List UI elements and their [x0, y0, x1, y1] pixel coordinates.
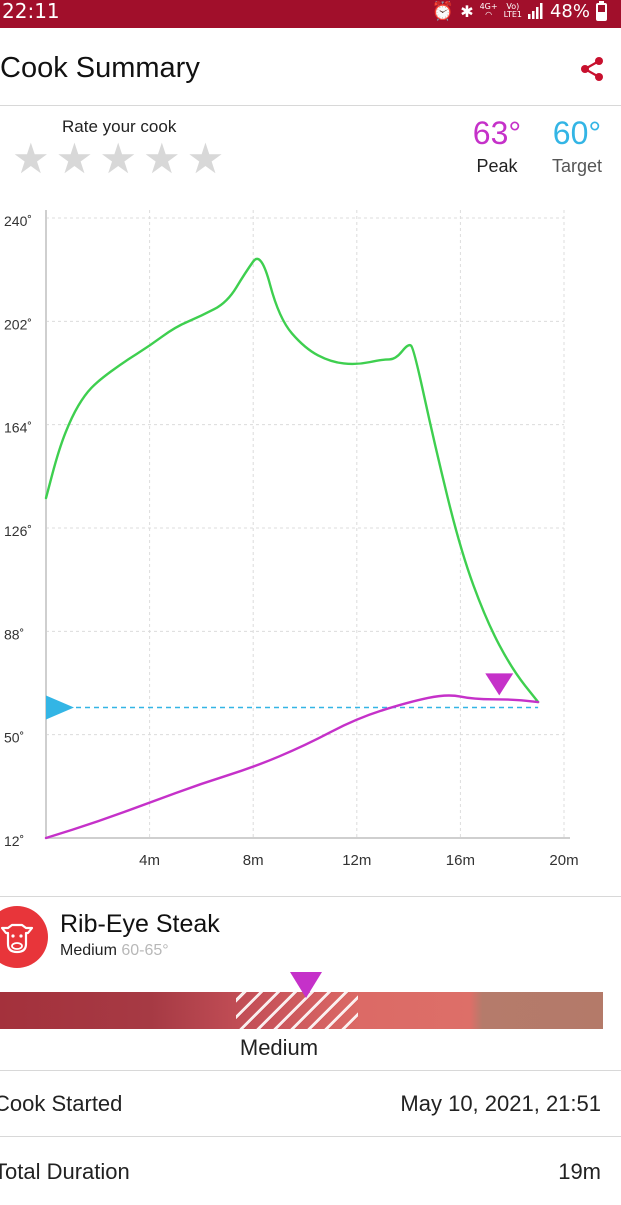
doneness-range: 60-65°	[121, 942, 169, 959]
divider	[0, 896, 621, 897]
doneness-scale-label: Medium	[239, 1035, 319, 1060]
wifi-icon: 4G+ ◠	[479, 2, 498, 19]
bluetooth-icon: ✱	[460, 1, 474, 21]
y-tick-label: 202˚	[4, 316, 32, 332]
peak-temp-label: Peak	[476, 156, 518, 176]
doneness-level: Medium	[60, 942, 117, 959]
detail-row-total-duration: Total Duration 19m	[0, 1139, 621, 1205]
y-tick-label: 126˚	[4, 523, 32, 539]
alarm-icon: ⏰	[431, 0, 455, 22]
peak-temp: 63° Peak	[466, 114, 528, 177]
star-icon[interactable]: ★	[12, 135, 50, 182]
temperature-chart: 240˚ 202˚ 164˚ 126˚ 88˚ 50˚ 12˚ 4m 8m 12m 16m 20m	[4, 210, 579, 869]
doneness-marker-icon	[290, 972, 322, 998]
lte-label: LTE1	[503, 10, 522, 19]
doneness-target-zone	[236, 992, 358, 1029]
status-time: 22:11	[2, 0, 60, 23]
star-icon[interactable]: ★	[186, 135, 225, 182]
x-tick-label: 8m	[243, 852, 264, 869]
y-tick-label: 12˚	[4, 833, 24, 849]
y-tick-label: 164˚	[4, 420, 32, 436]
x-tick-label: 4m	[139, 852, 160, 869]
x-tick-label: 12m	[342, 852, 371, 869]
doneness-info: Medium 60-65°	[60, 942, 169, 960]
star-icon[interactable]: ★	[55, 135, 94, 182]
cow-icon	[0, 906, 48, 968]
status-bar: 22:11 ⏰ ✱ 4G+ ◠ Vo) LTE1 48%	[0, 0, 621, 28]
divider	[0, 1070, 621, 1071]
internal-temp-line	[44, 694, 540, 840]
divider	[0, 1136, 621, 1137]
status-icons: ⏰ ✱ 4G+ ◠ Vo) LTE1 48%	[432, 0, 607, 22]
volte-label: Vo)	[506, 2, 520, 11]
signal-icon	[527, 3, 543, 19]
target-temp: 60° Target	[544, 114, 610, 177]
star-icon[interactable]: ★	[99, 135, 137, 182]
star-icon[interactable]: ★	[142, 135, 181, 182]
peak-temp-value: 63°	[472, 115, 522, 151]
app-header: Cook Summary	[0, 28, 621, 106]
star-rating[interactable]: ★ ★ ★ ★ ★	[12, 138, 224, 180]
volte-icon: Vo) LTE1	[504, 3, 522, 19]
network-type: 4G+	[479, 2, 498, 11]
target-marker-icon	[46, 695, 74, 720]
battery-percent: 48%	[549, 0, 590, 22]
x-tick-label: 20m	[549, 852, 578, 869]
page-title: Cook Summary	[0, 52, 200, 84]
y-tick-label: 50˚	[4, 730, 24, 746]
target-temp-label: Target	[551, 156, 603, 176]
peak-marker-icon	[485, 673, 514, 696]
ambient-temp-line	[44, 257, 540, 704]
target-temp-value: 60°	[552, 115, 602, 151]
detail-value: 19m	[558, 1159, 601, 1184]
rate-your-cook-label: Rate your cook	[62, 117, 177, 136]
share-icon[interactable]	[577, 54, 607, 84]
y-tick-label: 240˚	[4, 213, 32, 229]
x-tick-label: 16m	[446, 852, 475, 869]
detail-key: Total Duration	[0, 1159, 130, 1184]
battery-icon	[596, 1, 607, 21]
detail-key: Cook Started	[0, 1091, 123, 1116]
cut-name: Rib-Eye Steak	[60, 910, 220, 938]
detail-row-cook-started: Cook Started May 10, 2021, 21:51	[0, 1071, 621, 1137]
y-tick-label: 88˚	[4, 626, 24, 642]
detail-value: May 10, 2021, 21:51	[400, 1091, 601, 1116]
